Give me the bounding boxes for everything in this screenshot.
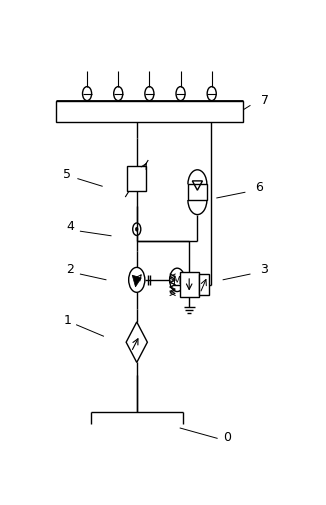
Bar: [127, 167, 146, 192]
Text: 5: 5: [64, 167, 71, 180]
Text: 4: 4: [66, 220, 74, 233]
Bar: [188, 185, 207, 200]
Bar: [56, 102, 243, 123]
Text: 0: 0: [223, 430, 231, 443]
Polygon shape: [132, 276, 141, 287]
Text: 1: 1: [64, 313, 71, 326]
Bar: [180, 273, 199, 298]
Circle shape: [136, 228, 138, 232]
Bar: [199, 274, 209, 296]
Text: M: M: [173, 275, 182, 285]
Text: 2: 2: [66, 263, 74, 276]
Text: 6: 6: [256, 181, 263, 194]
Text: 7: 7: [260, 93, 269, 107]
Text: 3: 3: [260, 263, 268, 276]
